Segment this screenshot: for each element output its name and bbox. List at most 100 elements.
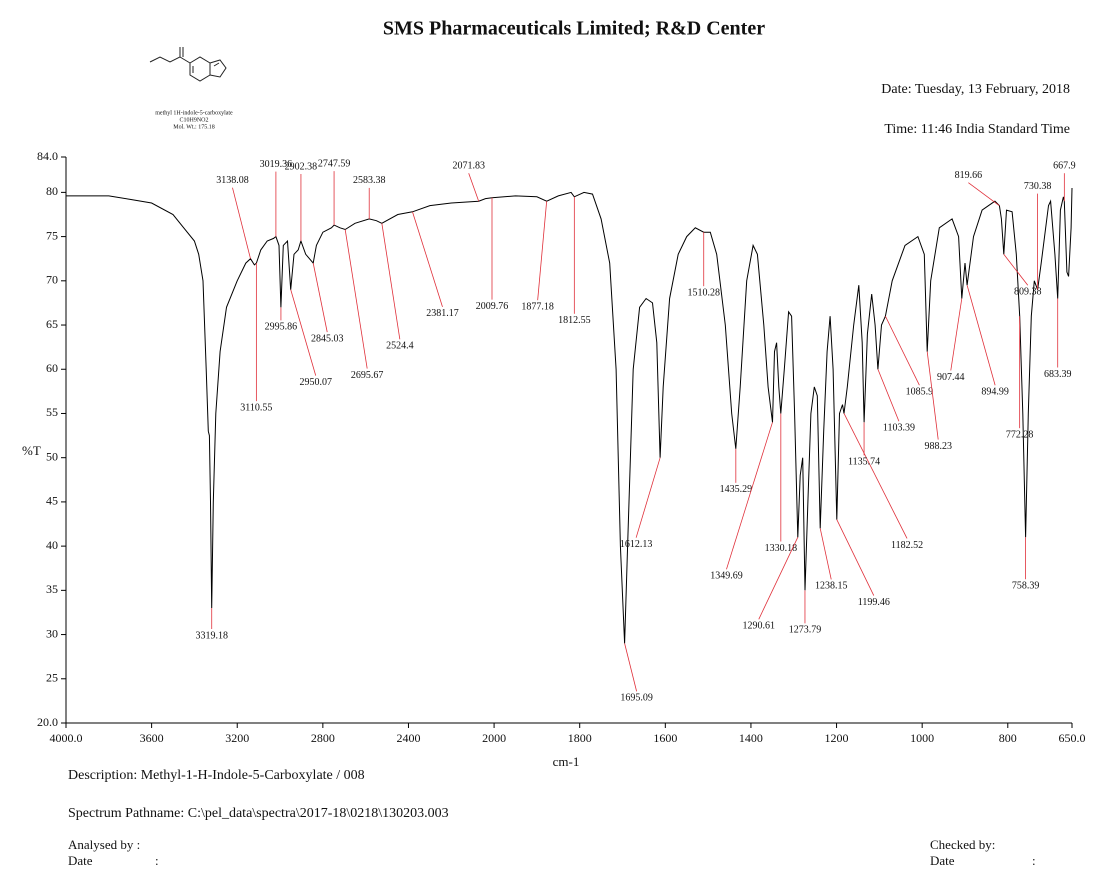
- y-tick-label: 40: [46, 538, 58, 552]
- peak-leader: [1003, 254, 1029, 286]
- peak-label: 2583.38: [353, 175, 386, 186]
- peak-label: 1695.09: [620, 693, 653, 704]
- y-tick-label: 50: [46, 449, 58, 463]
- peak-label: 2695.67: [351, 370, 384, 381]
- peak-leader: [877, 369, 900, 422]
- x-tick-label: 1800: [568, 731, 592, 745]
- peak-label: 988.23: [924, 441, 952, 452]
- y-tick-label: 45: [46, 494, 58, 508]
- peak-label: 809.38: [1014, 287, 1042, 298]
- peak-label: 1510.28: [687, 287, 720, 298]
- x-axis-label: cm-1: [553, 754, 580, 769]
- x-tick-label: 1000: [910, 731, 934, 745]
- y-tick-label: 35: [46, 582, 58, 596]
- peak-label: 1877.18: [521, 302, 554, 313]
- peak-label: 3019.36: [260, 159, 293, 170]
- date-label: Date: [68, 853, 93, 868]
- spectrum-line: [66, 187, 1073, 644]
- peak-label: 2071.83: [452, 161, 485, 172]
- peak-label: 1273.79: [789, 625, 822, 636]
- peak-label: 1103.39: [883, 423, 915, 434]
- peak-label: 2009.76: [476, 301, 509, 312]
- date-colon: :: [155, 853, 159, 868]
- peak-label: 2747.59: [318, 158, 351, 169]
- peak-label: 2845.03: [311, 333, 344, 344]
- analysed-by: Analysed by :: [68, 837, 140, 852]
- peak-leader: [344, 229, 368, 369]
- peak-label: 2995.86: [265, 322, 298, 333]
- x-tick-label: 1600: [653, 731, 677, 745]
- peak-leader: [819, 528, 832, 580]
- peak-leader: [726, 422, 773, 570]
- peak-label: 683.39: [1044, 369, 1072, 380]
- peak-label: 894.99: [981, 387, 1009, 398]
- date-colon: :: [1032, 853, 1036, 868]
- x-tick-label: 2800: [311, 731, 335, 745]
- peak-leader: [885, 316, 920, 386]
- peak-label: 3138.08: [216, 175, 249, 186]
- time: Time: 11:46 India Standard Time: [884, 122, 1070, 137]
- peak-label: 1812.55: [558, 315, 591, 326]
- x-tick-label: 1400: [739, 731, 763, 745]
- peak-label: 819.66: [955, 170, 983, 181]
- peak-label: 2381.17: [426, 308, 459, 319]
- x-tick-label: 3200: [225, 731, 249, 745]
- molecule-drawing: [149, 47, 227, 82]
- y-axis-label: %T: [22, 443, 41, 458]
- peak-leader: [758, 537, 799, 620]
- y-tick-label: 20.0: [37, 715, 58, 729]
- peak-label: 1349.69: [710, 571, 743, 582]
- peak-leader: [412, 211, 443, 307]
- y-tick-label: 84.0: [37, 149, 58, 163]
- peak-label: 3110.55: [240, 402, 272, 413]
- y-tick-label: 80: [46, 184, 58, 198]
- peak-label: 730.38: [1024, 181, 1052, 192]
- checked-by: Checked by:: [930, 837, 995, 852]
- pathname: Spectrum Pathname: C:\pel_data\spectra\2…: [68, 806, 449, 821]
- peak-label: 667.9: [1053, 161, 1076, 172]
- peak-label: 1612.13: [620, 539, 653, 550]
- peak-label: 1085.9: [906, 386, 934, 397]
- y-tick-label: 55: [46, 405, 58, 419]
- peak-leader: [232, 187, 251, 259]
- peak-leader: [381, 223, 401, 340]
- x-tick-label: 800: [999, 731, 1017, 745]
- peak-label: 2902.38: [285, 161, 318, 172]
- x-tick-label: 650.0: [1059, 731, 1086, 745]
- y-tick-label: 65: [46, 317, 58, 331]
- date: Date: Tuesday, 13 February, 2018: [881, 82, 1070, 97]
- peak-leader: [950, 298, 963, 371]
- peak-label: 1199.46: [858, 597, 890, 608]
- peak-leader: [843, 413, 908, 539]
- peak-leader: [312, 263, 328, 333]
- x-tick-label: 2400: [396, 731, 420, 745]
- title: SMS Pharmaceuticals Limited; R&D Center: [383, 18, 765, 40]
- y-tick-label: 30: [46, 626, 58, 640]
- peak-leader: [290, 289, 317, 376]
- y-tick-label: 25: [46, 671, 58, 685]
- molecule-weight: Mol. Wt.: 175.18: [173, 124, 214, 130]
- peak-label: 1182.52: [891, 540, 923, 551]
- peak-label: 2524.4: [386, 341, 414, 352]
- peak-label: 907.44: [937, 372, 965, 383]
- molecule-formula: C10H9NO2: [179, 117, 208, 123]
- peak-label: 1330.18: [765, 543, 798, 554]
- peak-label: 1290.61: [743, 621, 776, 632]
- y-tick-label: 75: [46, 228, 58, 242]
- description: Description: Methyl-1-H-Indole-5-Carboxy…: [68, 768, 365, 783]
- peak-label: 758.39: [1012, 581, 1040, 592]
- molecule-name: methyl 1H-indole-5-carboxylate: [155, 110, 233, 116]
- peak-leader: [968, 182, 1000, 206]
- peak-label: 772.28: [1006, 429, 1034, 440]
- peak-leader: [624, 643, 638, 692]
- peak-label: 1135.74: [848, 457, 880, 468]
- x-tick-label: 1200: [825, 731, 849, 745]
- peak-leader: [926, 351, 939, 440]
- peak-label: 2950.07: [299, 377, 332, 388]
- peak-leader: [635, 457, 661, 538]
- peak-leader: [537, 201, 548, 301]
- peak-leader: [966, 285, 996, 386]
- date-label: Date: [930, 853, 955, 868]
- y-tick-label: 60: [46, 361, 58, 375]
